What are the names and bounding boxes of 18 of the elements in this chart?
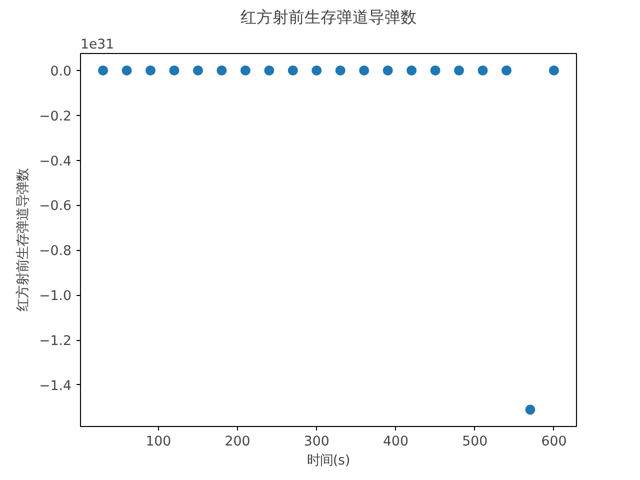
y-tick-label: −1.4 (39, 378, 72, 394)
y-tick-label: −1.2 (39, 334, 72, 350)
x-tick-label: 200 (224, 434, 250, 450)
text: 1e31 (80, 38, 114, 52)
y-tick-label: −0.8 (39, 244, 72, 260)
y-tick-label: −0.6 (39, 199, 72, 214)
y-axis-title: 红方射前生存弹道导弹数 (15, 168, 32, 312)
x-tick-label: 600 (541, 434, 567, 450)
x-tick-label: 400 (383, 434, 408, 450)
chart-title: 红方射前生存弹道导弹数 (240, 8, 416, 26)
x-tick-label: 500 (462, 434, 488, 450)
x-axis-title: 时间(s) (306, 454, 350, 468)
x-tick-label: 100 (146, 434, 172, 450)
x-tick-label: 300 (304, 434, 330, 450)
y-tick-label: 0.0 (50, 64, 72, 80)
y-tick-label: −1.0 (39, 289, 72, 304)
y-tick-label: −0.2 (39, 109, 72, 124)
y-tick-label: −0.4 (39, 154, 72, 170)
